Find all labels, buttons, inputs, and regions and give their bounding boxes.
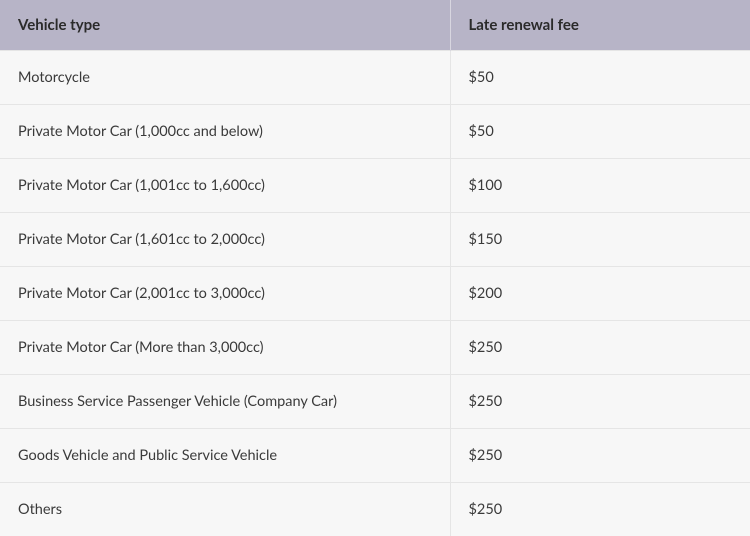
column-header-late-renewal-fee: Late renewal fee (450, 0, 750, 51)
cell-vehicle-type: Private Motor Car (2,001cc to 3,000cc) (0, 267, 450, 321)
table-row: Motorcycle $50 (0, 51, 750, 105)
late-renewal-fee-table: Vehicle type Late renewal fee Motorcycle… (0, 0, 750, 536)
table-row: Goods Vehicle and Public Service Vehicle… (0, 429, 750, 483)
cell-fee: $50 (450, 105, 750, 159)
cell-vehicle-type: Others (0, 483, 450, 536)
column-header-vehicle-type: Vehicle type (0, 0, 450, 51)
cell-fee: $250 (450, 483, 750, 536)
cell-vehicle-type: Motorcycle (0, 51, 450, 105)
cell-vehicle-type: Private Motor Car (1,000cc and below) (0, 105, 450, 159)
cell-fee: $200 (450, 267, 750, 321)
cell-fee: $100 (450, 159, 750, 213)
table-row: Business Service Passenger Vehicle (Comp… (0, 375, 750, 429)
table-header-row: Vehicle type Late renewal fee (0, 0, 750, 51)
cell-fee: $50 (450, 51, 750, 105)
cell-fee: $250 (450, 321, 750, 375)
table-row: Private Motor Car (1,601cc to 2,000cc) $… (0, 213, 750, 267)
table-row: Others $250 (0, 483, 750, 536)
cell-vehicle-type: Goods Vehicle and Public Service Vehicle (0, 429, 450, 483)
table-row: Private Motor Car (1,000cc and below) $5… (0, 105, 750, 159)
cell-vehicle-type: Private Motor Car (1,001cc to 1,600cc) (0, 159, 450, 213)
cell-fee: $150 (450, 213, 750, 267)
table-row: Private Motor Car (More than 3,000cc) $2… (0, 321, 750, 375)
cell-vehicle-type: Private Motor Car (More than 3,000cc) (0, 321, 450, 375)
table-row: Private Motor Car (1,001cc to 1,600cc) $… (0, 159, 750, 213)
table-row: Private Motor Car (2,001cc to 3,000cc) $… (0, 267, 750, 321)
cell-fee: $250 (450, 375, 750, 429)
cell-vehicle-type: Business Service Passenger Vehicle (Comp… (0, 375, 450, 429)
cell-vehicle-type: Private Motor Car (1,601cc to 2,000cc) (0, 213, 450, 267)
cell-fee: $250 (450, 429, 750, 483)
